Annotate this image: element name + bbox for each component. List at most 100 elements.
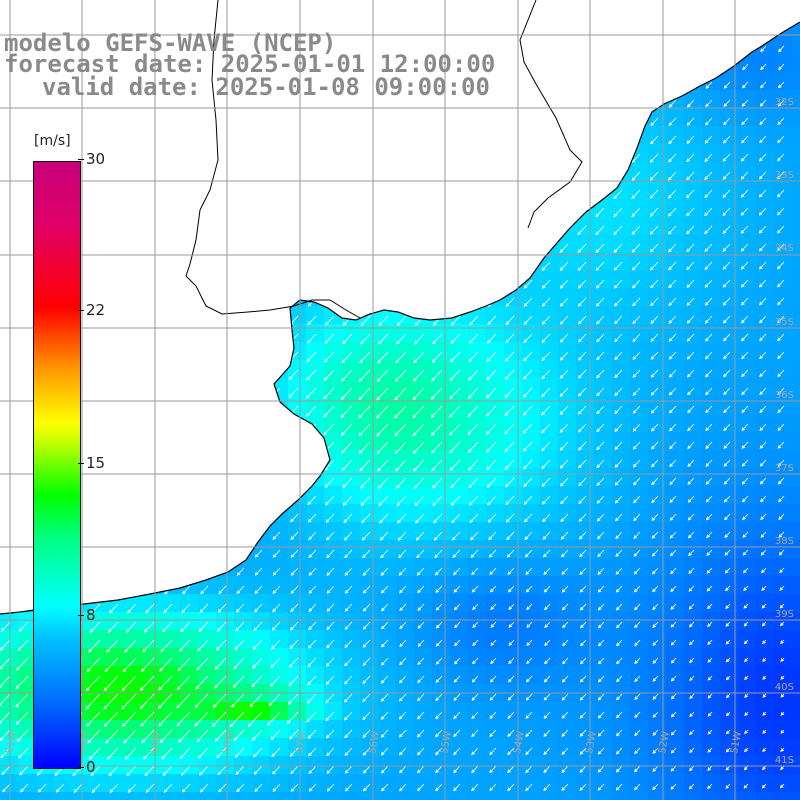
wind-speed-cell xyxy=(774,774,793,793)
wind-speed-cell xyxy=(774,792,793,800)
wind-arrow xyxy=(362,567,371,576)
wind-speed-cell xyxy=(540,558,559,577)
wind-arrow xyxy=(306,351,317,363)
wind-speed-cell xyxy=(774,738,793,757)
wind-speed-cell xyxy=(594,666,613,685)
wind-arrow xyxy=(742,549,749,556)
wind-arrow xyxy=(615,711,623,719)
wind-arrow xyxy=(412,387,425,401)
wind-speed-cell xyxy=(432,540,451,559)
wind-speed-cell xyxy=(126,702,145,721)
wind-speed-cell xyxy=(90,666,109,685)
wind-speed-cell xyxy=(558,306,577,325)
wind-arrow xyxy=(526,639,533,646)
wind-arrow xyxy=(762,657,767,662)
wind-arrow xyxy=(596,495,605,504)
wind-arrow xyxy=(777,99,785,107)
wind-arrow xyxy=(289,729,299,740)
wind-speed-cell xyxy=(342,666,361,685)
wind-speed-cell xyxy=(756,234,775,253)
wind-arrow xyxy=(650,333,659,342)
wind-arrow xyxy=(597,603,605,611)
wind-arrow xyxy=(380,657,389,666)
wind-arrow xyxy=(103,675,119,692)
wind-arrow xyxy=(358,423,371,437)
wind-speed-cell xyxy=(594,414,613,433)
wind-speed-cell xyxy=(486,648,505,667)
wind-arrow xyxy=(723,495,731,503)
wind-speed-cell xyxy=(738,360,757,379)
latitude-label: 34S xyxy=(775,243,794,254)
wind-arrow xyxy=(707,621,713,628)
wind-speed-cell xyxy=(522,414,541,433)
forecast-date: forecast date: 2025-01-01 12:00:00 xyxy=(4,50,496,78)
wind-arrow xyxy=(308,531,317,541)
wind-speed-cell xyxy=(756,702,775,721)
wind-speed-cell xyxy=(702,558,721,577)
wind-speed-cell xyxy=(108,720,127,739)
wind-speed-cell xyxy=(234,774,253,793)
wind-arrow xyxy=(634,711,641,719)
wind-arrow xyxy=(307,639,317,649)
wind-speed-cell xyxy=(774,234,793,253)
wind-speed-cell xyxy=(486,342,505,361)
wind-arrow xyxy=(490,603,497,611)
wind-arrow xyxy=(489,675,497,683)
wind-speed-cell xyxy=(702,486,721,505)
wind-speed-cell xyxy=(468,324,487,343)
wind-speed-cell xyxy=(558,702,577,721)
wind-speed-cell xyxy=(360,360,379,379)
wind-speed-cell xyxy=(792,396,800,415)
wind-speed-cell xyxy=(450,774,469,793)
wind-speed-cell xyxy=(234,792,253,800)
wind-arrow xyxy=(417,675,425,684)
wind-speed-cell xyxy=(540,324,559,343)
wind-speed-cell xyxy=(774,648,793,667)
wind-speed-cell xyxy=(360,558,379,577)
wind-arrow xyxy=(270,675,281,687)
wind-arrow xyxy=(449,369,461,382)
wind-speed-cell xyxy=(648,162,667,181)
wind-speed-cell xyxy=(504,522,523,541)
wind-arrow xyxy=(19,783,29,793)
wind-speed-cell xyxy=(684,360,703,379)
wind-speed-cell xyxy=(576,486,595,505)
wind-speed-cell xyxy=(432,342,451,361)
wind-arrow xyxy=(689,675,695,682)
wind-arrow xyxy=(397,513,407,524)
wind-arrow xyxy=(450,351,461,363)
wind-speed-cell xyxy=(360,648,379,667)
wind-arrow xyxy=(632,351,641,361)
wind-arrow xyxy=(577,297,587,307)
wind-arrow xyxy=(595,225,605,236)
wind-arrow xyxy=(88,747,101,760)
wind-arrow xyxy=(344,621,353,630)
wind-speed-cell xyxy=(144,612,163,631)
wind-arrow xyxy=(414,495,425,507)
wind-speed-cell xyxy=(756,450,775,469)
wind-arrow xyxy=(761,585,767,592)
wind-speed-cell xyxy=(702,576,721,595)
wind-arrow xyxy=(742,567,749,574)
wind-arrow xyxy=(668,243,677,253)
wind-arrow xyxy=(614,387,623,397)
wind-speed-cell xyxy=(792,72,800,91)
wind-speed-cell xyxy=(738,414,757,433)
wind-speed-cell xyxy=(738,396,757,415)
wind-speed-cell xyxy=(162,702,181,721)
latitude-label: 36S xyxy=(775,390,794,401)
wind-speed-cell xyxy=(702,306,721,325)
wind-speed-cell xyxy=(684,252,703,271)
wind-speed-cell xyxy=(684,756,703,775)
wind-speed-cell xyxy=(666,306,685,325)
wind-arrow xyxy=(597,531,605,540)
wind-speed-cell xyxy=(630,270,649,289)
wind-speed-cell xyxy=(756,720,775,739)
wind-arrow xyxy=(145,783,155,793)
wind-arrow xyxy=(266,711,281,726)
wind-arrow xyxy=(200,585,209,595)
wind-arrow xyxy=(417,693,425,702)
wind-speed-cell xyxy=(630,558,649,577)
border-line xyxy=(185,0,583,319)
wind-arrow xyxy=(399,783,407,792)
